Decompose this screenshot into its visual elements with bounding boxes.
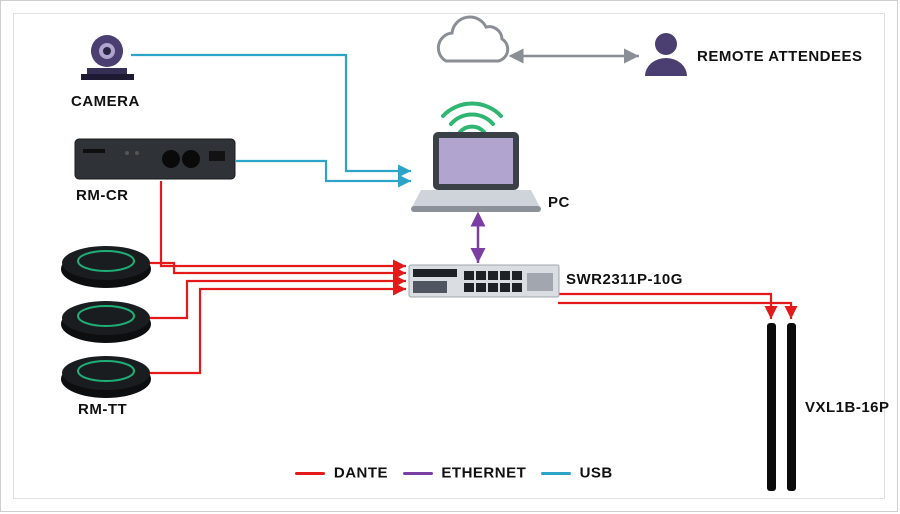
label-switch: SWR2311P-10G — [566, 271, 683, 288]
legend-swatch-usb — [541, 472, 571, 475]
outer-frame: CAMERA RM-CR RM-TT PC SWR2311P-10G VXL1B… — [0, 0, 898, 512]
label-remote: REMOTE ATTENDEES — [697, 48, 863, 65]
label-speakers: VXL1B-16P — [805, 399, 890, 416]
edge-switch-spk1 — [558, 294, 771, 319]
cloud-icon — [438, 17, 507, 61]
legend-label-usb: USB — [580, 465, 613, 482]
edge-rmtt1-switch — [149, 263, 406, 273]
legend-swatch-dante — [295, 472, 325, 475]
pc-icon — [411, 132, 541, 212]
label-camera: CAMERA — [71, 93, 140, 110]
edge-rmtt2-switch — [149, 281, 406, 318]
rmtt-icon-2 — [61, 301, 151, 343]
edge-switch-spk2 — [558, 303, 791, 319]
diagram-canvas — [1, 1, 899, 513]
rmtt-icon-3 — [61, 356, 151, 398]
legend-label-dante: DANTE — [334, 465, 388, 482]
legend-label-ethernet: ETHERNET — [441, 465, 526, 482]
legend: DANTE ETHERNET USB — [1, 464, 897, 482]
label-rmcr: RM-CR — [76, 187, 129, 204]
edge-rmcr-switch — [161, 181, 406, 266]
wifi-icon — [443, 104, 501, 132]
legend-swatch-ethernet — [403, 472, 433, 475]
rmtt-icon-1 — [61, 246, 151, 288]
label-pc: PC — [548, 194, 570, 211]
rmcr-icon — [75, 139, 235, 179]
label-rmtt: RM-TT — [78, 401, 127, 418]
switch-icon — [409, 265, 559, 297]
remote-user-icon — [645, 33, 687, 76]
camera-icon — [81, 35, 134, 80]
